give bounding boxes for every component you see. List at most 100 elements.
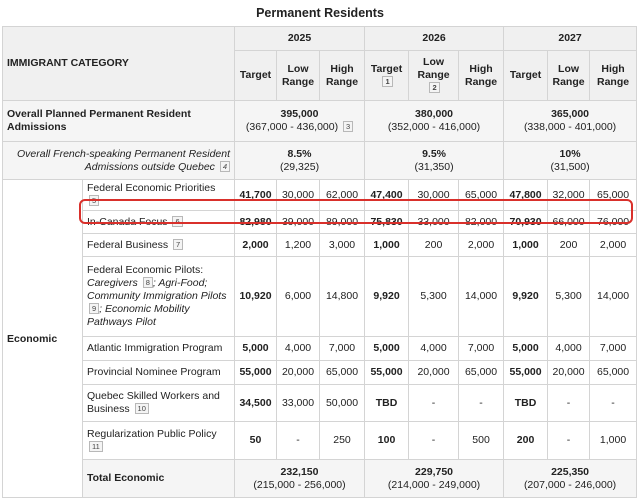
total-economic-2026: 229,750 (214,000 - 249,000) xyxy=(364,459,505,498)
footnote-link[interactable]: 8 xyxy=(142,277,153,288)
overall-2025: 395,000 (367,000 - 436,000) 3 xyxy=(234,100,366,142)
overall-2026: 380,000 (352,000 - 416,000) xyxy=(364,100,505,142)
cell-low: 33,000 xyxy=(408,210,460,234)
cell-high: 65,000 xyxy=(319,360,366,385)
overall-admissions-row: Overall Planned Permanent Resident Admis… xyxy=(1,100,638,142)
table-row: Provincial Nominee Program 55,000 20,000… xyxy=(3,360,638,385)
header-category: IMMIGRANT CATEGORY xyxy=(1,26,236,101)
row-label: Regularization Public Policy 11 xyxy=(81,421,236,460)
overall-2027: 365,000 (338,000 - 401,000) xyxy=(503,100,638,142)
cell-low: 30,000 xyxy=(408,179,460,211)
cell-target: 34,500 xyxy=(234,384,278,422)
cell-high: 76,000 xyxy=(589,210,638,234)
cell-high: 7,000 xyxy=(589,336,638,361)
row-label: Federal Economic Priorities 5 xyxy=(81,179,236,211)
cell-high: 65,000 xyxy=(458,360,505,385)
cell-high: - xyxy=(458,384,505,422)
cell-high: 50,000 xyxy=(319,384,366,422)
total-economic-2025: 232,150 (215,000 - 256,000) xyxy=(234,459,366,498)
cell-target: 1,000 xyxy=(364,233,410,257)
cell-target: 100 xyxy=(364,421,410,460)
footnote-link[interactable]: 11 xyxy=(89,440,103,452)
footnote-link[interactable]: 5 xyxy=(89,195,100,206)
cell-high: 65,000 xyxy=(589,179,638,211)
total-economic-2027: 225,350 (207,000 - 246,000) xyxy=(503,459,638,498)
cell-high: 89,000 xyxy=(319,210,366,234)
cell-high: 7,000 xyxy=(319,336,366,361)
footnote-link[interactable]: 7 xyxy=(173,238,184,250)
footnote-link[interactable]: 4 xyxy=(219,160,231,172)
permanent-residents-table: IMMIGRANT CATEGORY 2025 2026 2027 Target… xyxy=(1,26,638,498)
french-speaking-row: Overall French-speaking Permanent Reside… xyxy=(1,141,638,180)
footnote-link[interactable]: 9 xyxy=(89,303,100,314)
cell-target: 9,920 xyxy=(503,256,549,337)
cell-high: 7,000 xyxy=(458,336,505,361)
cell-target: 50 xyxy=(234,421,278,460)
cell-low: 5,300 xyxy=(408,256,460,337)
cell-high: 65,000 xyxy=(589,360,638,385)
footnote-link[interactable]: 3 xyxy=(343,121,354,132)
cell-target: 47,400 xyxy=(364,179,410,211)
row-label: Federal Business 7 xyxy=(81,233,236,257)
cell-low: 66,000 xyxy=(547,210,591,234)
table-row: Economic Federal Economic Priorities 5 4… xyxy=(2,179,638,498)
cell-target: 200 xyxy=(503,421,549,460)
cell-target: 47,800 xyxy=(503,179,549,211)
row-label: Atlantic Immigration Program xyxy=(81,336,236,361)
cell-low: 4,000 xyxy=(547,336,591,361)
overall-admissions-label: Overall Planned Permanent Resident Admis… xyxy=(1,100,236,142)
cell-low: - xyxy=(408,384,460,422)
header-high-range: High Range xyxy=(319,50,366,101)
cell-high: 62,000 xyxy=(319,179,366,211)
header-high-range: High Range xyxy=(458,50,505,101)
cell-high: 2,000 xyxy=(458,233,505,257)
cell-low: 6,000 xyxy=(276,256,321,337)
cell-target: 9,920 xyxy=(364,256,410,337)
cell-low: 4,000 xyxy=(276,336,321,361)
cell-low: 32,000 xyxy=(547,179,591,211)
cell-target: 75,830 xyxy=(364,210,410,234)
cell-target: 70,930 xyxy=(503,210,549,234)
footnote-link[interactable]: 2 xyxy=(429,82,440,93)
economic-group-label: Economic xyxy=(2,179,83,498)
footnote-link[interactable]: 10 xyxy=(134,403,149,414)
footnote-link[interactable]: 6 xyxy=(172,215,183,227)
table-row: Federal Business 7 2,000 1,200 3,000 1,0… xyxy=(3,233,638,257)
row-label: In-Canada Focus 6 xyxy=(81,210,236,234)
row-label: Federal Economic Pilots: Caregivers 8; A… xyxy=(81,256,236,337)
cell-low: 30,000 xyxy=(276,179,321,211)
cell-target: 41,700 xyxy=(234,179,278,211)
cell-high: 3,000 xyxy=(319,233,366,257)
cell-target: 1,000 xyxy=(503,233,549,257)
cell-target: 10,920 xyxy=(234,256,278,337)
header-target: Target xyxy=(503,50,549,101)
table-row: In-Canada Focus 6 82,980 39,000 89,000 7… xyxy=(3,210,638,234)
cell-high: 65,000 xyxy=(458,179,505,211)
cell-low: 20,000 xyxy=(276,360,321,385)
cell-high: - xyxy=(589,384,638,422)
row-label: Quebec Skilled Workers and Business 10 xyxy=(81,384,236,422)
header-year-2026: 2026 xyxy=(364,26,505,51)
header-year-2027: 2027 xyxy=(503,26,638,51)
cell-target: 55,000 xyxy=(234,360,278,385)
cell-high: 250 xyxy=(319,421,366,460)
cell-high: 14,000 xyxy=(458,256,505,337)
cell-low: 20,000 xyxy=(408,360,460,385)
footnote-link[interactable]: 1 xyxy=(382,75,393,87)
cell-high: 82,000 xyxy=(458,210,505,234)
cell-low: - xyxy=(276,421,321,460)
table-row: Quebec Skilled Workers and Business 10 3… xyxy=(3,384,638,422)
header-low-range: Low Range xyxy=(547,50,591,101)
cell-target: TBD xyxy=(364,384,410,422)
cell-low: 20,000 xyxy=(547,360,591,385)
cell-target: TBD xyxy=(503,384,549,422)
french-2026: 9.5% (31,350) xyxy=(364,141,505,180)
header-year-2025: 2025 xyxy=(234,26,366,51)
cell-low: 5,300 xyxy=(547,256,591,337)
cell-target: 55,000 xyxy=(503,360,549,385)
row-label: Provincial Nominee Program xyxy=(81,360,236,385)
cell-high: 500 xyxy=(458,421,505,460)
cell-low: 39,000 xyxy=(276,210,321,234)
french-2027: 10% (31,500) xyxy=(503,141,638,180)
cell-target: 5,000 xyxy=(364,336,410,361)
